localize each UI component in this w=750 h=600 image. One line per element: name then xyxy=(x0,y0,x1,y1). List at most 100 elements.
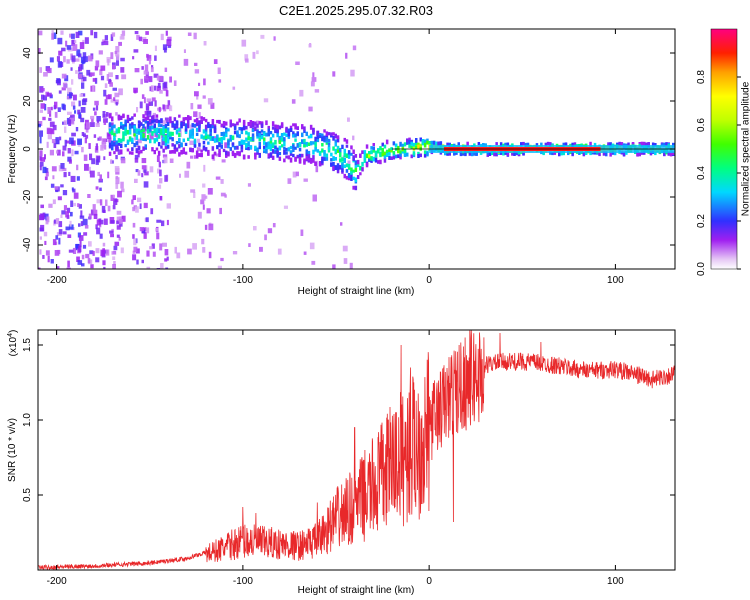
spectrogram-ridge-cell xyxy=(146,135,150,140)
spectrogram-cell xyxy=(80,117,85,123)
spectrogram-ridge-cell xyxy=(128,137,132,142)
spectrogram-ridge-cell xyxy=(325,131,329,137)
spectrogram-cell xyxy=(73,40,77,44)
spectrogram-ridge-cell xyxy=(341,163,344,168)
spectrogram-ridge-cell xyxy=(345,154,349,158)
spectrogram-ridge-cell xyxy=(379,146,382,151)
spectrogram-ridge-cell xyxy=(370,150,373,155)
spectrogram-ridge-cell xyxy=(173,123,177,127)
spectrogram-cell xyxy=(256,120,260,124)
spectrogram-ridge-cell xyxy=(274,127,277,132)
spectrogram-cell xyxy=(295,171,299,177)
spectrogram-cell xyxy=(96,219,101,226)
spectrogram-ridge-cell xyxy=(220,123,223,128)
spectrogram-ridge-cell xyxy=(211,154,215,160)
spectrogram-ridge-cell xyxy=(347,173,351,178)
spectrogram-cell xyxy=(85,122,91,129)
snr-x-ticks: -200 -100 0 100 xyxy=(47,330,624,587)
spectrogram-ridge-cell xyxy=(153,123,156,129)
spectrogram-ridge-cell xyxy=(133,143,136,148)
spectrogram-cell xyxy=(134,157,139,163)
spectrogram-ridge-cell xyxy=(254,145,257,150)
spectrogram-ridge-cell xyxy=(120,125,123,129)
spectrogram-ridge-cell xyxy=(240,139,244,143)
spectrogram-cell xyxy=(155,228,159,232)
spectrogram-cell xyxy=(83,232,88,236)
spectrogram-ridge-cell xyxy=(613,150,617,156)
spectrogram-ridge-cell xyxy=(189,129,192,133)
spectrogram-ridge-cell xyxy=(191,149,194,153)
spectrogram-ridge-cell xyxy=(251,133,255,138)
spectrogram-cell xyxy=(196,94,199,100)
spectrogram-ridge-cell xyxy=(410,139,413,144)
spectrogram-cell xyxy=(343,258,348,264)
spectrogram-ridge-cell xyxy=(258,131,261,135)
spectrogram-cell xyxy=(156,232,160,240)
spectrogram-cell xyxy=(148,58,151,65)
spectrogram-ridge-cell xyxy=(135,141,139,145)
spectrogram-ridge-cell xyxy=(316,132,320,137)
spectrogram-ridge-cell xyxy=(267,131,270,137)
spectrogram-ridge-cell xyxy=(142,146,145,151)
spectrogram-ridge-cell xyxy=(122,135,125,140)
spectrogram-cell xyxy=(153,85,157,91)
spectrogram-ridge-cell xyxy=(122,137,125,142)
spectrogram-ridge-cell xyxy=(108,151,112,156)
spectrogram-ridge-cell xyxy=(341,157,344,162)
spectrogram-cell xyxy=(143,70,149,75)
spectrogram-ridge-cell xyxy=(222,123,226,129)
spectrogram-cell xyxy=(84,225,89,229)
spectrogram-cell xyxy=(101,41,104,46)
spectrogram-cell xyxy=(116,210,122,215)
spectrogram-cell xyxy=(138,36,143,42)
spectrogram-ridge-cell xyxy=(283,137,286,142)
spectrogram-ridge-cell xyxy=(180,149,183,155)
spectrogram-cell xyxy=(81,254,85,260)
spectrogram-ridge-cell xyxy=(620,142,624,146)
spectrogram-ridge-cell xyxy=(182,147,185,152)
spectrogram-cell xyxy=(113,245,118,251)
spectrogram-cell xyxy=(88,143,91,149)
spectrogram-cell xyxy=(38,30,43,36)
spectrogram-ridge-cell xyxy=(120,138,123,143)
spectrogram-y-ticks: -40 -20 0 20 40 xyxy=(22,47,675,252)
spectrogram-ridge-cell xyxy=(303,144,306,148)
spectrogram-cell xyxy=(112,205,116,210)
spectrogram-ridge-cell xyxy=(403,148,407,153)
spectrogram-ridge-cell xyxy=(446,142,449,147)
spectrogram-ridge-cell xyxy=(314,136,317,142)
spectrogram-ridge-cell xyxy=(332,166,335,171)
spectrogram-cell xyxy=(193,191,196,198)
spectrogram-cell xyxy=(71,101,76,107)
spectrogram-cell xyxy=(46,216,50,223)
spectrogram-ridge-cell xyxy=(249,120,253,124)
spectrogram-cell xyxy=(78,30,83,36)
spectrogram-ridge-cell xyxy=(428,141,431,144)
spectrogram-ridge-cell xyxy=(663,142,666,147)
spectrogram-ridge-cell xyxy=(339,148,342,153)
spectrogram-cell xyxy=(90,115,95,120)
spectrogram-cell xyxy=(149,246,153,250)
spectrogram-ridge-cell xyxy=(169,150,172,154)
spectrogram-cell xyxy=(197,211,202,219)
spectrogram-cell xyxy=(204,224,208,230)
spectrogram-cell xyxy=(210,102,215,109)
spectrogram-ridge-cell xyxy=(278,152,282,156)
spectrogram-ridge-cell xyxy=(155,130,159,136)
spectrogram-cell xyxy=(71,79,74,85)
spectrogram-ridge-cell xyxy=(309,134,313,139)
spectrogram-ridge-cell xyxy=(307,154,311,159)
spectrogram-y-tick-label: 20 xyxy=(22,95,33,107)
spectrogram-ridge-cell xyxy=(171,150,174,154)
spectrogram-ridge-cell xyxy=(198,142,201,147)
spectrogram-cell xyxy=(165,90,169,97)
snr-y-tick-label: 1.5 xyxy=(22,338,33,352)
spectrogram-cell xyxy=(132,234,135,239)
spectrogram-cell xyxy=(166,39,172,46)
spectrogram-cell xyxy=(87,194,91,198)
spectrogram-ridge-cell xyxy=(195,153,199,159)
spectrogram-ridge-cell xyxy=(202,117,206,121)
spectrogram-ridge-cell xyxy=(415,145,418,149)
spectrogram-cell xyxy=(187,248,192,255)
spectrogram-ridge-cell xyxy=(142,114,145,119)
